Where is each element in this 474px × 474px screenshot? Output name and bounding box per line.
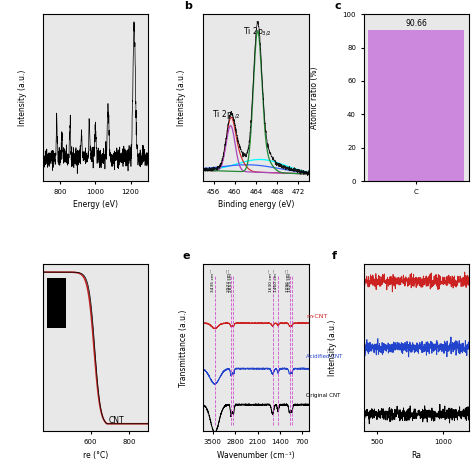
- Text: Ti 2p$_{1/2}$: Ti 2p$_{1/2}$: [212, 109, 241, 121]
- X-axis label: Energy (eV): Energy (eV): [73, 200, 118, 209]
- X-axis label: re (°C): re (°C): [83, 450, 108, 459]
- Text: 2923 cm⁻¹: 2923 cm⁻¹: [227, 270, 231, 292]
- Y-axis label: Atomic ratio (%): Atomic ratio (%): [310, 66, 319, 129]
- X-axis label: Wavenumber (cm⁻¹): Wavenumber (cm⁻¹): [217, 450, 295, 459]
- Text: 3435 cm⁻¹: 3435 cm⁻¹: [211, 270, 215, 292]
- Text: 90.66: 90.66: [406, 19, 428, 28]
- Text: Acidified CNT: Acidified CNT: [306, 354, 343, 359]
- Text: Original CNT: Original CNT: [306, 392, 341, 398]
- Y-axis label: Intensity (a.u.): Intensity (a.u.): [18, 70, 27, 126]
- Text: 1460 cm⁻¹: 1460 cm⁻¹: [274, 270, 278, 292]
- Text: 1025 cm⁻¹: 1025 cm⁻¹: [288, 270, 292, 292]
- Text: c: c: [334, 1, 341, 11]
- Y-axis label: Intensity (a.u.): Intensity (a.u.): [328, 320, 337, 376]
- Text: 2853 cm⁻¹: 2853 cm⁻¹: [229, 270, 234, 292]
- Text: 1630 cm⁻¹: 1630 cm⁻¹: [269, 270, 273, 292]
- Text: b: b: [184, 1, 192, 11]
- X-axis label: Binding energy (eV): Binding energy (eV): [218, 200, 294, 209]
- Text: e: e: [182, 252, 190, 262]
- Bar: [47, 278, 66, 328]
- Y-axis label: Intensity (a.u.): Intensity (a.u.): [177, 70, 186, 126]
- Text: 1096 cm⁻¹: 1096 cm⁻¹: [286, 270, 290, 292]
- Text: Ti 2p$_{3/2}$: Ti 2p$_{3/2}$: [243, 26, 272, 38]
- Text: m-CNT: m-CNT: [306, 314, 328, 319]
- Text: f: f: [332, 252, 337, 262]
- X-axis label: Ra: Ra: [411, 450, 421, 459]
- Text: CNT: CNT: [108, 416, 124, 425]
- Y-axis label: Transmittance (a.u.): Transmittance (a.u.): [179, 309, 188, 387]
